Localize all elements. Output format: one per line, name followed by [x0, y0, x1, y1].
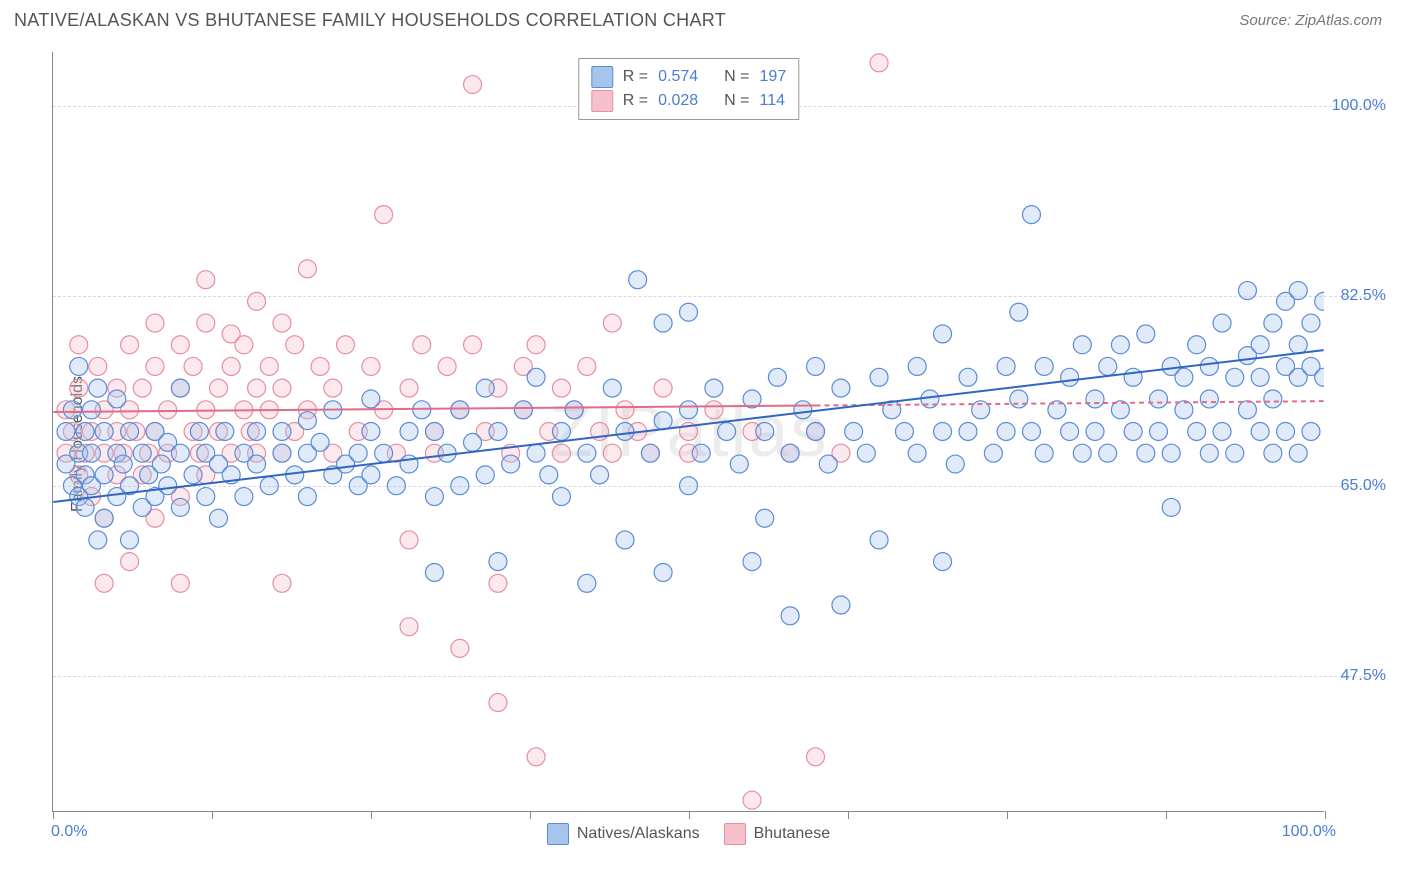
source-name: ZipAtlas.com [1295, 12, 1382, 29]
x-max-label: 100.0% [1282, 823, 1336, 841]
legend-item-natives: Natives/Alaskans [547, 823, 700, 845]
legend-label-natives: Natives/Alaskans [577, 825, 700, 843]
swatch-bhutanese [724, 823, 746, 845]
swatch-natives [591, 66, 613, 88]
legend-label-bhutanese: Bhutanese [754, 825, 831, 843]
r-label: R = [623, 68, 648, 86]
ytick-label: 65.0% [1341, 477, 1386, 495]
r-value-natives: 0.574 [658, 68, 698, 86]
source-credit: Source: ZipAtlas.com [1239, 12, 1382, 29]
ytick-label: 47.5% [1341, 667, 1386, 685]
n-label: N = [724, 68, 749, 86]
stats-legend: R = 0.574 N = 197 R = 0.028 N = 114 [578, 58, 799, 120]
n-label: N = [724, 92, 749, 110]
plot-region: ZIPatlas R = 0.574 N = 197 R = 0.028 N =… [52, 52, 1324, 812]
n-value-bhutanese: 114 [760, 92, 786, 110]
chart-title: NATIVE/ALASKAN VS BHUTANESE FAMILY HOUSE… [14, 10, 726, 31]
swatch-natives [547, 823, 569, 845]
ytick-label: 82.5% [1341, 287, 1386, 305]
chart-area: Family Households ZIPatlas R = 0.574 N =… [14, 44, 1392, 844]
stats-row-natives: R = 0.574 N = 197 [591, 65, 786, 89]
x-min-label: 0.0% [51, 823, 87, 841]
ytick-label: 100.0% [1332, 97, 1386, 115]
swatch-bhutanese [591, 90, 613, 112]
stats-row-bhutanese: R = 0.028 N = 114 [591, 89, 786, 113]
source-label: Source: [1239, 12, 1295, 29]
n-value-natives: 197 [760, 68, 787, 86]
series-legend: Natives/Alaskans Bhutanese [53, 823, 1324, 845]
r-label: R = [623, 92, 648, 110]
legend-item-bhutanese: Bhutanese [724, 823, 831, 845]
scatter-svg [53, 52, 1324, 811]
r-value-bhutanese: 0.028 [658, 92, 698, 110]
